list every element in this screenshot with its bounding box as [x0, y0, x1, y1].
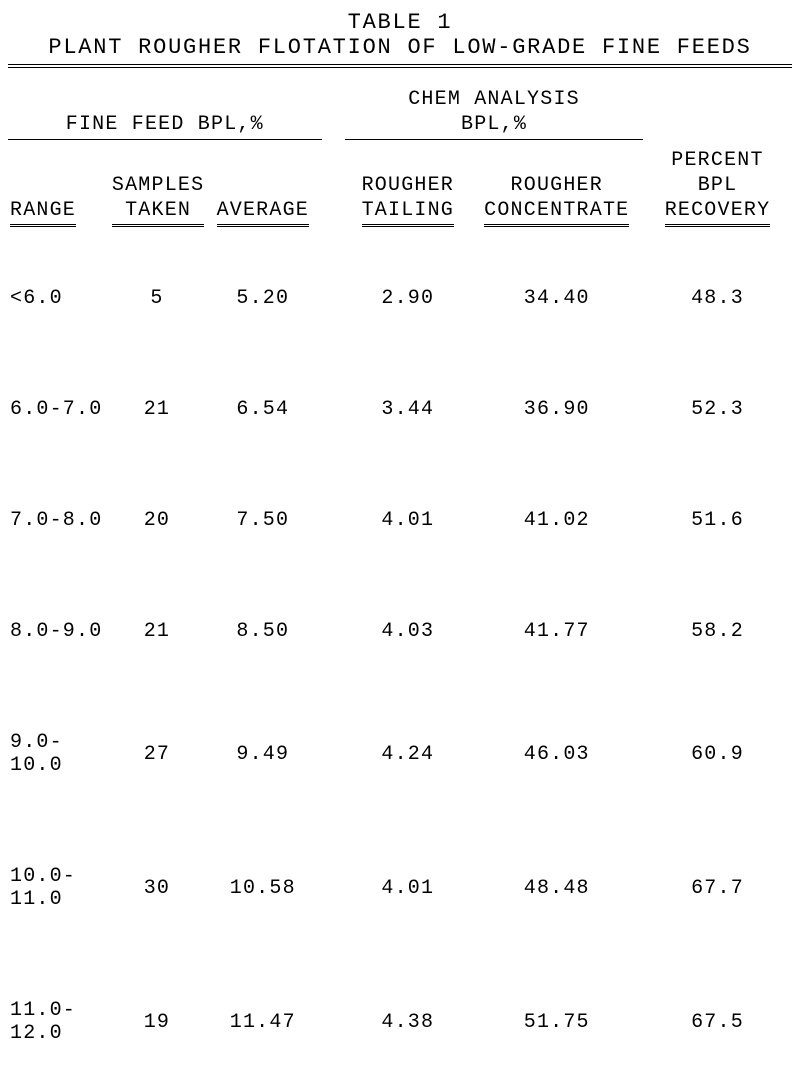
cell-range: <6.0	[8, 229, 110, 354]
group-header-feed: FINE FEED BPL,%	[8, 113, 322, 138]
table-row: 6.0-7.0216.543.4436.9052.3	[8, 354, 792, 465]
cell-samples: 27	[110, 687, 204, 821]
cell-average: 11.47	[204, 955, 322, 1089]
cell-gap	[322, 955, 346, 1089]
cell-gap	[322, 576, 346, 687]
cell-average: 5.20	[204, 229, 322, 354]
cell-tailing: 4.01	[345, 821, 470, 955]
cell-average: 6.54	[204, 354, 322, 465]
cell-samples: 21	[110, 354, 204, 465]
title-rule	[8, 64, 792, 68]
col-header-concentrate-l1: ROUGHER	[511, 174, 603, 197]
col-header-concentrate-l2: CONCENTRATE	[484, 199, 629, 222]
cell-samples: 20	[110, 465, 204, 576]
cell-range: 8.0-9.0	[8, 576, 110, 687]
cell-gap	[322, 465, 346, 576]
cell-tailing: 3.44	[345, 354, 470, 465]
table-row: 11.0-12.01911.474.3851.7567.5	[8, 955, 792, 1089]
cell-average: 7.50	[204, 465, 322, 576]
cell-samples: 21	[110, 576, 204, 687]
table-number: TABLE 1	[8, 10, 792, 35]
cell-average: 9.49	[204, 687, 322, 821]
group-header-chem2: BPL,%	[345, 113, 643, 138]
col-header-tailing-l1: ROUGHER	[362, 174, 454, 197]
col-header-range-l2: RANGE	[10, 199, 76, 222]
cell-conc: 48.48	[471, 821, 643, 955]
col-header-samples: SAMPLES TAKEN	[110, 140, 204, 230]
col-header-average: AVERAGE	[204, 140, 322, 230]
col-header-recovery: PERCENT BPL RECOVERY	[643, 138, 792, 229]
cell-recovery: 60.9	[643, 687, 792, 821]
cell-recovery: 52.3	[643, 354, 792, 465]
cell-recovery: 48.3	[643, 229, 792, 354]
table-row: 7.0-8.0207.504.0141.0251.6	[8, 465, 792, 576]
cell-gap	[322, 821, 346, 955]
cell-range: 10.0-11.0	[8, 821, 110, 955]
table-page: TABLE 1 PLANT ROUGHER FLOTATION OF LOW-G…	[0, 0, 800, 1089]
cell-conc: 41.77	[471, 576, 643, 687]
col-header-recovery-l2: BPL	[698, 174, 738, 197]
table-row: 8.0-9.0218.504.0341.7758.2	[8, 576, 792, 687]
table-header: CHEM ANALYSIS FINE FEED BPL,% BPL,% PERC…	[8, 88, 792, 229]
col-header-samples-l1: SAMPLES	[112, 174, 204, 197]
col-header-range: RANGE	[8, 140, 110, 230]
cell-conc: 34.40	[471, 229, 643, 354]
cell-conc: 51.75	[471, 955, 643, 1089]
cell-conc: 41.02	[471, 465, 643, 576]
cell-range: 11.0-12.0	[8, 955, 110, 1089]
cell-range: 6.0-7.0	[8, 354, 110, 465]
cell-conc: 36.90	[471, 354, 643, 465]
group-header-chem: CHEM ANALYSIS	[345, 88, 643, 113]
cell-tailing: 4.38	[345, 955, 470, 1089]
col-header-tailing-l2: TAILING	[362, 199, 454, 222]
cell-tailing: 4.24	[345, 687, 470, 821]
cell-recovery: 67.5	[643, 955, 792, 1089]
cell-recovery: 67.7	[643, 821, 792, 955]
cell-samples: 19	[110, 955, 204, 1089]
cell-gap	[322, 354, 346, 465]
table-row: <6.055.202.9034.4048.3	[8, 229, 792, 354]
cell-range: 9.0-10.0	[8, 687, 110, 821]
data-table: CHEM ANALYSIS FINE FEED BPL,% BPL,% PERC…	[8, 88, 792, 1089]
table-row: 10.0-11.03010.584.0148.4867.7	[8, 821, 792, 955]
cell-recovery: 51.6	[643, 465, 792, 576]
cell-gap	[322, 229, 346, 354]
cell-tailing: 2.90	[345, 229, 470, 354]
table-body: <6.055.202.9034.4048.36.0-7.0216.543.443…	[8, 229, 792, 1089]
table-title: PLANT ROUGHER FLOTATION OF LOW-GRADE FIN…	[8, 35, 792, 64]
cell-tailing: 4.03	[345, 576, 470, 687]
col-header-average-l2: AVERAGE	[217, 199, 309, 222]
cell-samples: 30	[110, 821, 204, 955]
cell-samples: 5	[110, 229, 204, 354]
cell-recovery: 58.2	[643, 576, 792, 687]
cell-conc: 46.03	[471, 687, 643, 821]
cell-tailing: 4.01	[345, 465, 470, 576]
table-row: 9.0-10.0279.494.2446.0360.9	[8, 687, 792, 821]
cell-range: 7.0-8.0	[8, 465, 110, 576]
col-header-samples-l2: TAKEN	[125, 199, 191, 222]
col-header-tailing: ROUGHER TAILING	[345, 140, 470, 230]
cell-average: 10.58	[204, 821, 322, 955]
cell-gap	[322, 687, 346, 821]
col-header-concentrate: ROUGHER CONCENTRATE	[471, 140, 643, 230]
cell-average: 8.50	[204, 576, 322, 687]
col-header-recovery-l3: RECOVERY	[665, 199, 771, 222]
col-header-recovery-l1: PERCENT	[671, 149, 763, 172]
